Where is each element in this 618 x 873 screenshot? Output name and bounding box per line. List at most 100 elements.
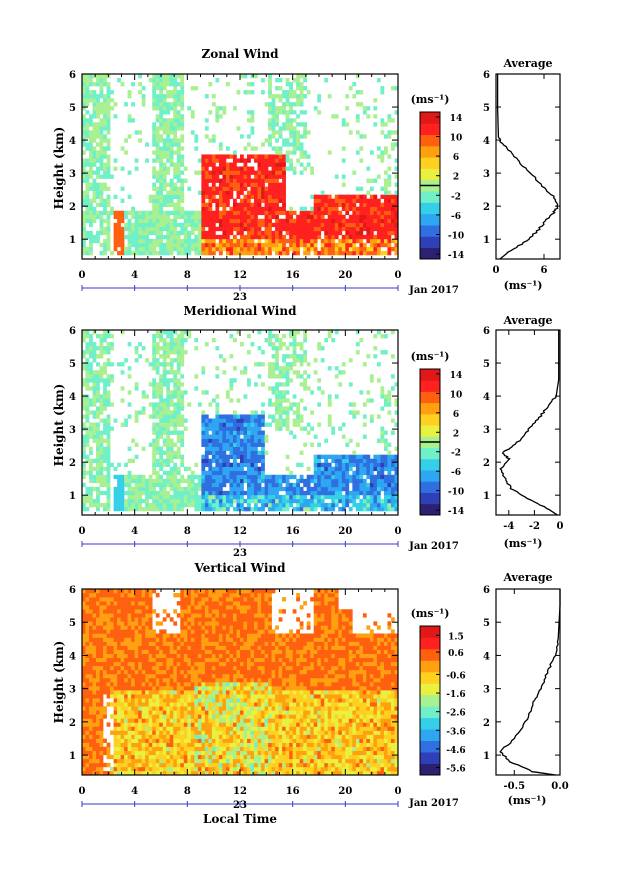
heatmap-cell [275, 118, 279, 123]
heatmap-cell [240, 446, 244, 451]
heatmap-cell [162, 398, 167, 403]
heatmap-cell [261, 450, 265, 455]
heatmap-cell [373, 502, 378, 508]
heatmap-cell [376, 146, 381, 151]
heatmap-cell [92, 198, 97, 203]
heatmap-cell [110, 617, 114, 622]
heatmap-cell [159, 126, 164, 131]
heatmap-cell [82, 162, 86, 167]
heatmap-cell [348, 506, 353, 512]
heatmap-cell [89, 202, 93, 208]
heatmap-cell [268, 154, 272, 159]
heatmap-cell [394, 422, 399, 427]
heatmap-cell [292, 330, 297, 335]
heatmap-cell [387, 238, 392, 244]
heatmap-cell [99, 250, 104, 256]
heatmap-cell [124, 222, 128, 228]
heatmap-cell [134, 414, 139, 419]
heatmap-cell [313, 486, 318, 492]
heatmap-cell [359, 238, 364, 244]
heatmap-cell [394, 166, 399, 171]
heatmap-cell [201, 438, 206, 443]
heatmap-cell [218, 214, 223, 220]
heatmap-cell [257, 374, 262, 379]
heatmap-cell [180, 358, 185, 363]
heatmap-cell [320, 498, 325, 504]
heatmap-cell [173, 226, 178, 232]
heatmap-cell [348, 226, 353, 232]
heatmap-cell [383, 226, 388, 232]
heatmap-cell [120, 370, 125, 375]
heatmap-cell [352, 198, 357, 203]
heatmap-cell [155, 334, 160, 339]
heatmap-cell [169, 90, 174, 95]
heatmap-cell [110, 629, 114, 634]
heatmap-cell [169, 222, 174, 228]
heatmap-cell [292, 234, 297, 240]
heatmap-cell [345, 122, 350, 127]
heatmap-cell [261, 502, 265, 508]
y-tick-label: 3 [69, 169, 76, 180]
heatmap-cell [96, 158, 100, 163]
heatmap-cell [292, 170, 297, 175]
heatmap-cell [247, 134, 251, 139]
heatmap-cell [180, 486, 185, 492]
heatmap-cell [106, 118, 111, 123]
heatmap-cell [120, 246, 125, 252]
heatmap-cell [240, 470, 244, 476]
colorbar-unit: (ms⁻¹) [411, 350, 450, 363]
heatmap-cell [257, 250, 262, 256]
heatmap-cell [155, 250, 160, 256]
heatmap-cell [296, 406, 300, 411]
heatmap-cell [359, 198, 364, 203]
heatmap-cell [240, 498, 244, 504]
heatmap-cell [120, 758, 125, 764]
heatmap-cell [99, 134, 104, 139]
heatmap-cell [376, 466, 381, 472]
heatmap-cell [201, 194, 206, 199]
heatmap-cell [113, 605, 118, 610]
heatmap-cell [113, 710, 118, 715]
heatmap-cell [117, 633, 121, 638]
heatmap-cell [303, 234, 308, 240]
heatmap-cell [127, 222, 132, 228]
heatmap-cell [254, 186, 258, 191]
heatmap-cell [155, 74, 160, 79]
heatmap-cell [240, 342, 244, 347]
heatmap-cell [99, 450, 104, 455]
heatmap-cell [376, 478, 381, 484]
heatmap-cell [268, 190, 272, 195]
heatmap-cell [250, 226, 255, 232]
heatmap-cell [282, 390, 286, 395]
heatmap-cell [106, 430, 111, 435]
heatmap-cell [390, 130, 395, 135]
heatmap-cell [96, 94, 100, 99]
heatmap-cell [162, 210, 167, 216]
heatmap-cell [120, 82, 125, 87]
y-tick-label: 1 [483, 491, 490, 502]
heatmap-cell [218, 474, 223, 480]
heatmap-cell [222, 466, 227, 472]
heatmap-cell [275, 226, 279, 232]
heatmap-cell [250, 482, 255, 488]
heatmap-cell [127, 238, 132, 244]
heatmap-cell [92, 146, 97, 151]
heatmap-cell [208, 226, 213, 232]
heatmap-cell [254, 154, 258, 159]
heatmap-cell [155, 118, 160, 123]
heatmap-cell [268, 210, 272, 216]
heatmap-cell [289, 142, 293, 147]
heatmap-cell [383, 210, 388, 216]
heatmap-cell [103, 110, 107, 115]
heatmap-cell [85, 669, 90, 675]
heatmap-cell [89, 726, 93, 731]
heatmap-cell [127, 730, 132, 735]
heatmap-cell [376, 482, 381, 488]
heatmap-cell [313, 502, 318, 508]
heatmap-cell [92, 641, 97, 646]
heatmap-cell [103, 330, 107, 335]
heatmap-cell [275, 106, 279, 111]
heatmap-cell [180, 398, 185, 403]
heatmap-cell [327, 330, 332, 335]
